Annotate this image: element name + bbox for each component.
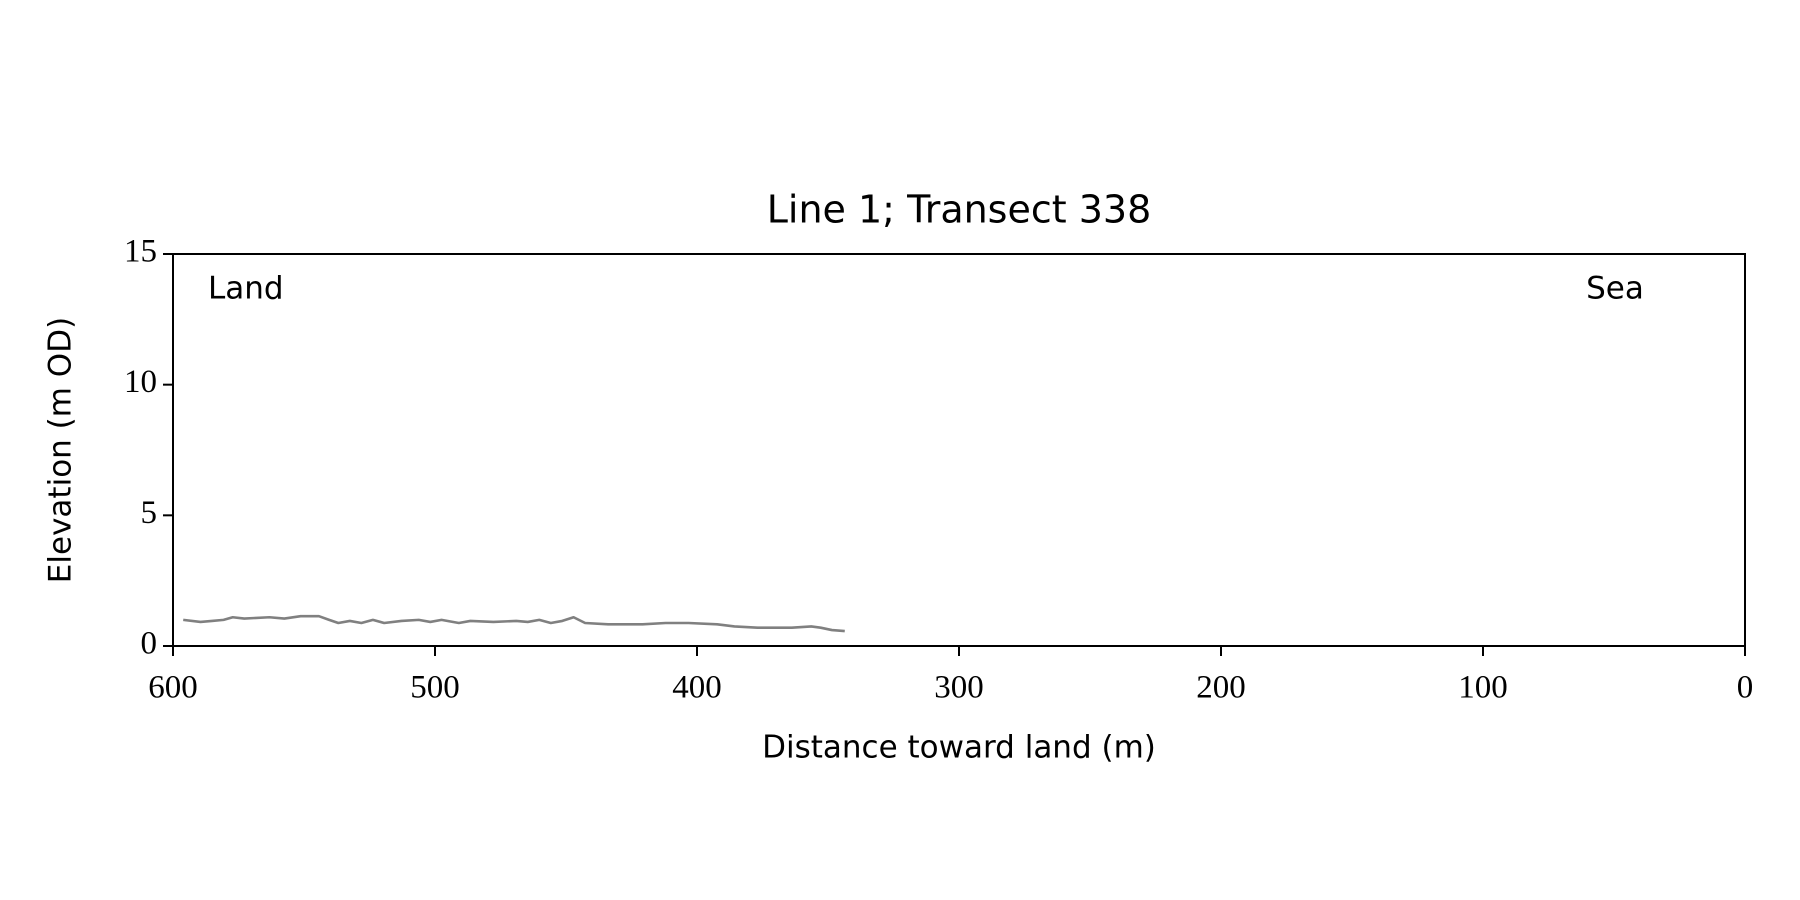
- x-tick-label: 100: [1458, 670, 1508, 706]
- x-tick-label: 500: [410, 670, 460, 706]
- x-axis-label: Distance toward land (m): [762, 730, 1156, 766]
- x-tick-label: 200: [1196, 670, 1246, 706]
- y-axis-label: Elevation (m OD): [43, 317, 79, 583]
- annotation: Land: [208, 271, 284, 307]
- x-tick-label: 600: [148, 670, 198, 706]
- y-tick-label: 10: [124, 364, 157, 400]
- x-tick-label: 400: [672, 670, 722, 706]
- plot-frame: [172, 253, 1746, 647]
- annotation: Sea: [1586, 271, 1644, 307]
- chart-title: Line 1; Transect 338: [767, 188, 1152, 232]
- y-tick-label: 5: [141, 495, 158, 531]
- line-series: [183, 614, 845, 633]
- x-tick-label: 300: [934, 670, 984, 706]
- y-tick-label: 15: [124, 234, 157, 270]
- y-tick-label: 0: [141, 626, 158, 662]
- x-tick-label: 0: [1737, 670, 1754, 706]
